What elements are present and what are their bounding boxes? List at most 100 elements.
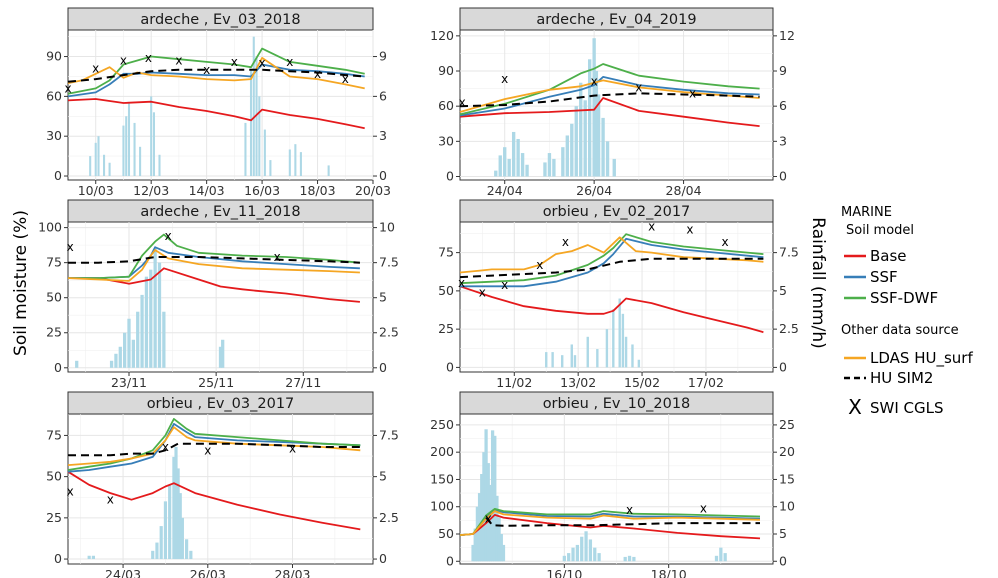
x-tick-label: 12/03 bbox=[133, 183, 169, 198]
x-tick-label: 15/02 bbox=[624, 375, 660, 390]
y-left-tick-label: 90 bbox=[46, 49, 62, 64]
rainfall-bar bbox=[605, 141, 610, 177]
rainfall-bar bbox=[552, 158, 556, 177]
rainfall-bar bbox=[89, 156, 92, 177]
series-line-ssfdwf bbox=[67, 47, 365, 95]
legend-item-ssf: SSF bbox=[844, 268, 898, 286]
y-left-tick-label: 25 bbox=[46, 510, 62, 525]
rainfall-bar bbox=[97, 136, 100, 177]
rainfall-bar bbox=[495, 495, 499, 562]
rainfall-bar bbox=[149, 269, 153, 368]
rainfall-bar bbox=[482, 452, 486, 562]
x-tick-label: 18/03 bbox=[300, 183, 336, 198]
y-right-tick-label: 9 bbox=[379, 49, 387, 64]
legend-title-other-source: Other data source bbox=[841, 323, 959, 338]
rainfall-bar bbox=[545, 352, 548, 368]
y-left-tick-label: 120 bbox=[430, 28, 454, 43]
rainfall-bar bbox=[621, 313, 625, 368]
swi-point: x bbox=[175, 54, 182, 68]
swi-point: x bbox=[342, 72, 349, 86]
series-line-ldas bbox=[459, 79, 760, 113]
rainfall-bar bbox=[127, 103, 131, 177]
y-left-tick-label: 0 bbox=[54, 551, 62, 566]
rainfall-bar bbox=[618, 298, 621, 368]
swi-point: x bbox=[648, 220, 655, 234]
swi-point: x bbox=[162, 440, 169, 454]
y-right-tick-label: 25 bbox=[779, 417, 795, 432]
rainfall-bar bbox=[294, 144, 297, 177]
rainfall-bar bbox=[131, 339, 135, 368]
y-right-tick-label: 0 bbox=[379, 551, 387, 566]
swi-point: x bbox=[92, 61, 99, 75]
rainfall-bar bbox=[719, 547, 723, 562]
y-right-tick-label: 2.5 bbox=[379, 510, 399, 525]
legend-item-ssfdwf: SSF-DWF bbox=[844, 289, 938, 307]
series-line-ssfdwf bbox=[68, 233, 360, 279]
y-right-tick-label: 12 bbox=[779, 28, 795, 43]
rainfall-bar bbox=[623, 556, 627, 562]
rainfall-bar bbox=[561, 355, 564, 368]
rainfall-bar bbox=[103, 154, 106, 177]
panel-title: ardeche , Ev_04_2019 bbox=[536, 12, 696, 28]
swi-point: x bbox=[259, 56, 266, 70]
rainfall-bar bbox=[573, 355, 577, 368]
legend-label-ssfdwf: SSF-DWF bbox=[870, 289, 938, 307]
rainfall-bar bbox=[567, 553, 571, 562]
x-tick-label: 16/03 bbox=[244, 183, 280, 198]
rainfall-bar bbox=[583, 100, 587, 177]
rainfall-bar bbox=[91, 555, 96, 560]
y-left-tick-label: 25 bbox=[46, 325, 62, 340]
rainfall-bar bbox=[157, 262, 162, 368]
y-right-axis-title: Rainfall (mm/h) bbox=[808, 217, 828, 349]
rainfall-bar bbox=[631, 344, 634, 368]
rainfall-bar bbox=[570, 344, 573, 368]
y-left-tick-label: 25 bbox=[438, 321, 454, 336]
x-tick-label: 16/10 bbox=[546, 567, 582, 578]
rainfall-bar bbox=[288, 149, 291, 177]
panel-title: orbieu , Ev_03_2017 bbox=[147, 396, 295, 412]
rainfall-bar bbox=[152, 112, 155, 177]
rainfall-bar bbox=[150, 96, 153, 177]
y-left-tick-label: 30 bbox=[438, 133, 454, 148]
series-line-base bbox=[67, 470, 361, 531]
rainfall-bar bbox=[597, 553, 601, 562]
y-left-tick-label: 0 bbox=[446, 359, 454, 374]
rainfall-bar bbox=[584, 531, 588, 562]
rainfall-bar bbox=[551, 352, 554, 368]
y-left-tick-label: 60 bbox=[438, 98, 454, 113]
swi-point: x bbox=[536, 258, 543, 272]
rainfall-bar bbox=[168, 484, 172, 560]
rainfall-bar bbox=[593, 547, 597, 562]
rainfall-bar bbox=[575, 544, 580, 562]
series-line-ldas bbox=[459, 510, 761, 536]
y-right-tick-label: 0 bbox=[379, 168, 387, 183]
legend-label-ldas: LDAS HU_surf bbox=[870, 349, 973, 368]
rainfall-bar bbox=[499, 534, 503, 562]
rainfall-bar bbox=[493, 435, 497, 562]
y-right-tick-label: 6 bbox=[779, 98, 787, 113]
rainfall-bar bbox=[714, 555, 719, 562]
y-right-tick-label: 10 bbox=[379, 220, 395, 235]
y-left-tick-label: 0 bbox=[446, 168, 454, 183]
rainfall-bar bbox=[475, 506, 480, 562]
swi-point: x bbox=[274, 250, 281, 264]
rainfall-bar bbox=[592, 38, 596, 177]
rainfall-bar bbox=[252, 36, 255, 177]
rainfall-bar bbox=[473, 528, 477, 562]
x-tick-label: 11/02 bbox=[496, 375, 532, 390]
rainfall-bar bbox=[249, 69, 253, 177]
y-right-tick-label: 2.5 bbox=[379, 325, 399, 340]
swi-point: x bbox=[485, 512, 492, 526]
swi-point: x bbox=[626, 503, 633, 517]
rainfall-bar bbox=[263, 129, 266, 177]
swi-point: x bbox=[107, 493, 114, 507]
legend-label-ssf: SSF bbox=[870, 268, 898, 286]
rainfall-bar bbox=[158, 154, 161, 177]
swi-point: x bbox=[501, 72, 508, 86]
rainfall-bar bbox=[570, 123, 574, 177]
panel-title: ardeche , Ev_03_2018 bbox=[140, 12, 300, 28]
rainfall-bar bbox=[127, 318, 131, 368]
rainfall-bar bbox=[511, 131, 516, 177]
rainfall-bar bbox=[596, 94, 601, 177]
rainfall-bar bbox=[471, 544, 475, 562]
